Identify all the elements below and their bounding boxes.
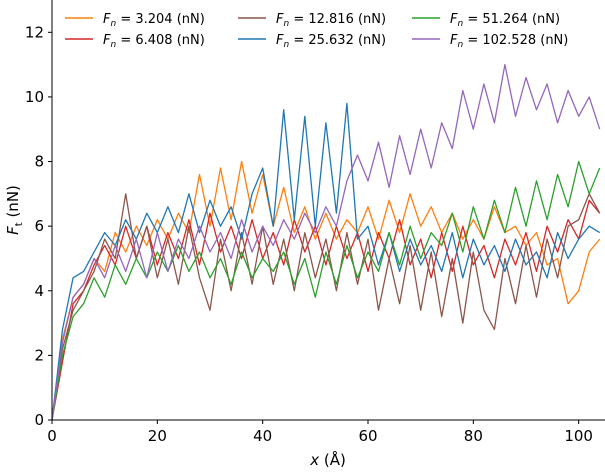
- y-axis-label: Ft (nN): [4, 185, 25, 235]
- y-tick-label: 8: [34, 153, 44, 171]
- y-tick-label: 6: [34, 217, 44, 235]
- series-line-51.264: [51, 160, 601, 421]
- series-line-25.632: [51, 102, 601, 421]
- series-line-12.816: [51, 193, 601, 421]
- legend-label: Fn = 102.528 (nN): [450, 33, 568, 50]
- x-tick-label: 60: [358, 427, 377, 445]
- y-tick-label: 4: [34, 282, 44, 300]
- x-axis-label: x (Å): [309, 450, 346, 469]
- x-tick-label: 40: [253, 427, 272, 445]
- x-tick-label: 100: [564, 427, 593, 445]
- legend-label: Fn = 3.204 (nN): [103, 12, 205, 29]
- y-ticks: 0 2 4 6 8 10 12: [25, 23, 52, 429]
- x-tick-label: 80: [464, 427, 483, 445]
- legend: Fn = 3.204 (nN) Fn = 6.408 (nN) Fn = 12.81…: [56, 3, 568, 51]
- series-line-6.408: [51, 199, 601, 421]
- y-tick-label: 12: [25, 23, 44, 41]
- x-tick-label: 0: [47, 427, 57, 445]
- x-tick-label: 20: [148, 427, 167, 445]
- legend-label: Fn = 12.816 (nN): [276, 12, 386, 29]
- legend-label: Fn = 51.264 (nN): [450, 12, 560, 29]
- series-line-102.528: [51, 63, 601, 421]
- y-tick-label: 10: [25, 88, 44, 106]
- x-ticks: 0 20 40 60 80 100: [47, 420, 593, 445]
- y-tick-label: 0: [34, 411, 44, 429]
- legend-box: [56, 3, 514, 51]
- y-tick-label: 2: [34, 346, 44, 364]
- legend-label: Fn = 6.408 (nN): [103, 33, 205, 50]
- series-lines: [51, 63, 601, 421]
- legend-label: Fn = 25.632 (nN): [276, 33, 386, 50]
